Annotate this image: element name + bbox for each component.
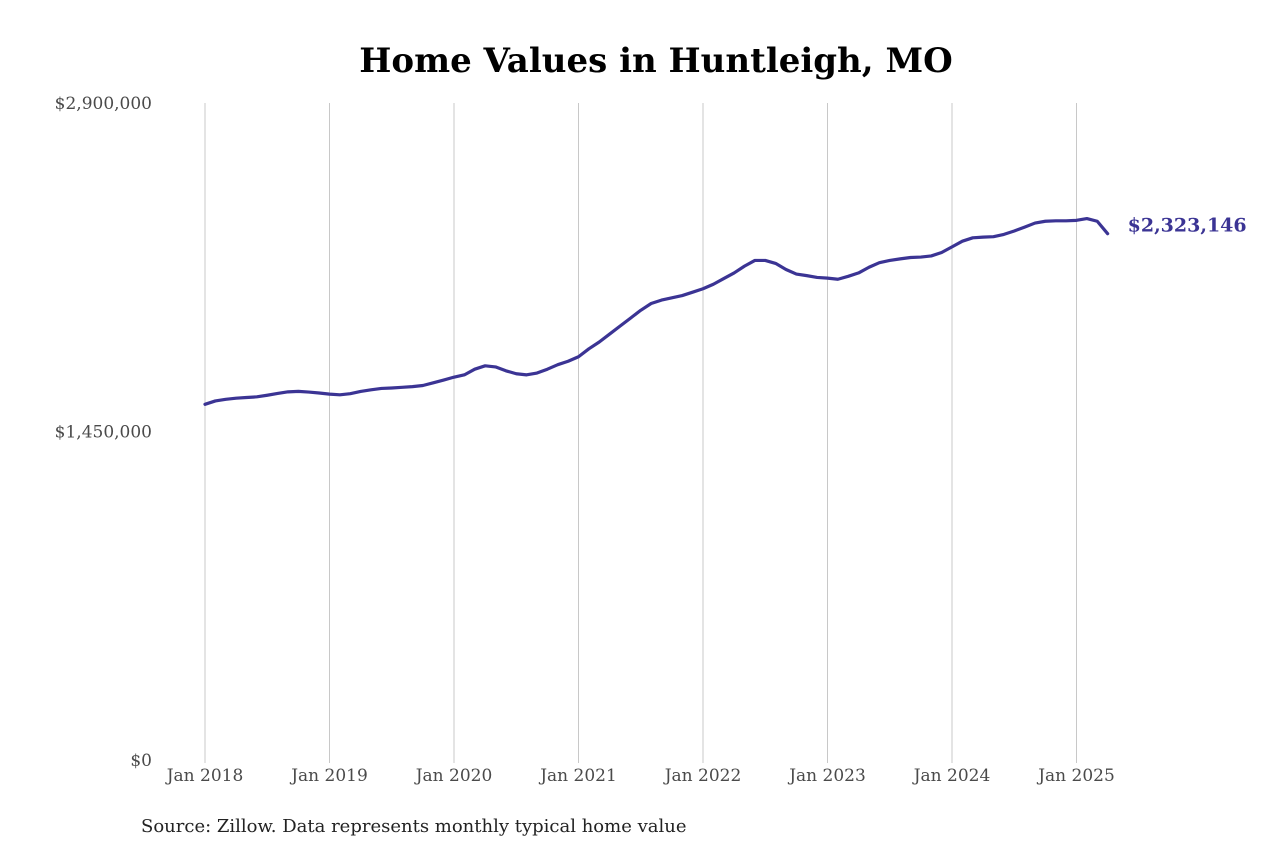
x-tick-label: Jan 2020 <box>414 766 493 786</box>
y-axis: $0 $1,450,000 $2,900,000 <box>55 94 152 771</box>
x-tick-label: Jan 2022 <box>663 766 742 786</box>
source-note: Source: Zillow. Data represents monthly … <box>141 816 687 837</box>
x-tick-label: Jan 2025 <box>1036 766 1115 786</box>
y-tick-label: $2,900,000 <box>55 94 152 114</box>
x-axis: Jan 2018 Jan 2019 Jan 2020 Jan 2021 Jan 2022… <box>165 766 1115 786</box>
x-tick-label: Jan 2024 <box>912 766 991 786</box>
x-tick-label: Jan 2021 <box>538 766 617 786</box>
x-tick-label: Jan 2019 <box>289 766 368 786</box>
x-tick-label: Jan 2023 <box>787 766 866 786</box>
chart-title: Home Values in Huntleigh, MO <box>359 41 952 81</box>
end-value-label: $2,323,146 <box>1128 215 1247 237</box>
grid-layer <box>204 103 1077 763</box>
series-layer: $2,323,146 <box>203 215 1247 406</box>
y-tick-label: $0 <box>130 751 152 771</box>
y-tick-label: $1,450,000 <box>55 423 152 443</box>
series-line <box>203 216 1110 406</box>
x-tick-label: Jan 2018 <box>165 766 244 786</box>
